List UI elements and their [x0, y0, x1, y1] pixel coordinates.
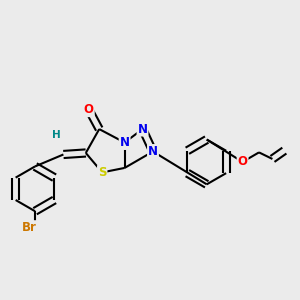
Text: O: O: [84, 103, 94, 116]
Text: N: N: [148, 145, 158, 158]
Text: H: H: [52, 130, 60, 140]
Text: Br: Br: [22, 221, 37, 234]
Text: N: N: [137, 123, 148, 136]
Text: S: S: [98, 166, 106, 179]
Text: O: O: [238, 155, 248, 168]
Text: N: N: [120, 136, 130, 149]
